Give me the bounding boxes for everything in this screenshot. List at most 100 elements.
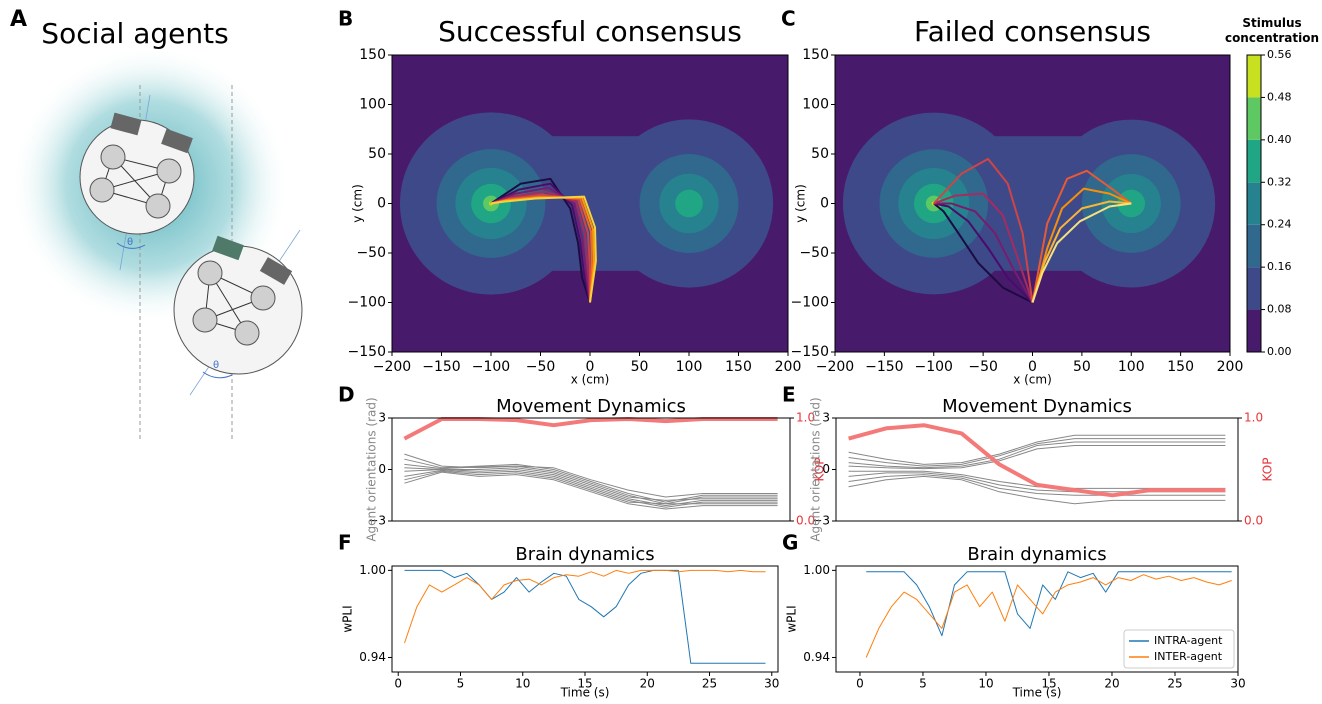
series-line xyxy=(404,469,778,508)
colorbar-tick-label: 0.32 xyxy=(1267,175,1292,188)
neurons xyxy=(89,144,182,219)
x-tick-label: −50 xyxy=(526,359,556,375)
angle-arc xyxy=(202,371,233,379)
plot-frame xyxy=(391,565,779,673)
y-tick-label: 0 xyxy=(820,196,829,212)
x-tick-label: 150 xyxy=(725,359,752,375)
field-contour xyxy=(675,189,703,218)
x-tick-label: 20 xyxy=(640,677,655,691)
x-tick-label: 20 xyxy=(1104,677,1119,691)
trajectory xyxy=(490,177,591,303)
panel-label: D xyxy=(338,383,355,407)
trajectory xyxy=(1031,187,1132,303)
series-line xyxy=(848,438,1226,467)
x-tick-label: 15 xyxy=(577,677,592,691)
series-line xyxy=(848,475,1226,505)
panel-title: Social agents xyxy=(41,17,228,50)
x-tick-label: −200 xyxy=(816,359,854,375)
colorbar-band xyxy=(1247,182,1261,225)
x-tick-label: 50 xyxy=(1073,359,1091,375)
x-tick-label: −150 xyxy=(865,359,903,375)
series-line xyxy=(848,474,1226,496)
x-tick-label: −200 xyxy=(373,359,411,375)
x-tick-label: −100 xyxy=(915,359,953,375)
y-tick-label: 50 xyxy=(368,146,386,162)
x-tick-label: −150 xyxy=(422,359,460,375)
legend-label: INTER-agent xyxy=(1154,650,1223,663)
y-tick-label: −50 xyxy=(356,245,386,261)
y2-axis-label: KOP xyxy=(813,458,827,482)
x-tick-label: 0 xyxy=(856,677,864,691)
y-tick-label: 50 xyxy=(811,146,829,162)
y-tick-label: 100 xyxy=(359,97,386,113)
series-line xyxy=(866,571,1232,637)
chart-title: Movement Dynamics xyxy=(496,396,686,417)
y-tick-label: −150 xyxy=(348,344,386,360)
agent-body xyxy=(173,245,303,375)
trajectory xyxy=(490,182,591,303)
y-axis-label: Agent orientations (rad) xyxy=(365,397,379,541)
series-line xyxy=(865,574,1232,658)
y2-tick-label: 1.0 xyxy=(796,411,815,425)
y2-tick-label: 0.0 xyxy=(796,514,815,528)
sensor xyxy=(259,257,293,285)
y-tick-label: 3 xyxy=(378,411,386,425)
plot-frame xyxy=(835,417,1239,522)
chart-title: Failed consensus xyxy=(914,15,1151,48)
colorbar-band xyxy=(1247,267,1261,310)
panel-label: F xyxy=(338,531,352,555)
colorbar-tick-label: 0.08 xyxy=(1267,303,1292,316)
trajectory xyxy=(1031,200,1132,303)
chart-title: Successful consensus xyxy=(438,15,742,48)
x-tick-label: 15 xyxy=(1041,677,1056,691)
plot-frame xyxy=(835,565,1239,673)
y-tick-label: 150 xyxy=(802,47,829,63)
trajectory xyxy=(490,190,591,303)
colorbar-band xyxy=(1247,139,1261,183)
angle-symbol: θ xyxy=(213,360,219,371)
chart-title: Movement Dynamics xyxy=(942,396,1132,417)
colorbar-band xyxy=(1247,97,1261,140)
colorbar-title: Stimulus concentration xyxy=(1224,16,1320,45)
series-line xyxy=(404,463,778,505)
series-line xyxy=(848,445,1226,470)
panel-label: C xyxy=(781,7,796,31)
y-tick-label: −100 xyxy=(348,295,386,311)
x-tick-label: 100 xyxy=(1118,359,1145,375)
trajectory xyxy=(1031,169,1132,303)
y-tick-label: 0.94 xyxy=(359,650,386,664)
x-axis-label: x (cm) xyxy=(1013,373,1052,387)
angle-arc xyxy=(116,242,146,249)
angle-symbol: θ xyxy=(127,237,133,248)
y2-axis-label: KOP xyxy=(1261,458,1275,482)
series-line xyxy=(848,434,1226,465)
trajectory xyxy=(490,195,597,303)
x-tick-label: 10 xyxy=(978,677,993,691)
series-line xyxy=(404,458,778,503)
x-tick-label: 50 xyxy=(631,359,649,375)
x-axis-label: x (cm) xyxy=(571,373,610,387)
x-tick-label: 150 xyxy=(1167,359,1194,375)
panel-label: A xyxy=(10,7,27,32)
colorbar-tick-label: 0.56 xyxy=(1267,48,1292,61)
x-axis-label: Time (s) xyxy=(560,686,610,700)
y-axis-label: Agent orientations (rad) xyxy=(809,397,823,541)
neurons xyxy=(192,260,276,346)
sensor xyxy=(212,235,244,261)
y-tick-label: −50 xyxy=(799,245,829,261)
x-tick-label: 30 xyxy=(1230,677,1245,691)
series-line xyxy=(404,469,778,507)
y-tick-label: 1.00 xyxy=(359,563,386,577)
x-tick-label: 25 xyxy=(1167,677,1182,691)
y2-tick-label: 1.0 xyxy=(1244,411,1263,425)
x-tick-label: −100 xyxy=(472,359,510,375)
series-line xyxy=(848,423,1226,498)
trajectory xyxy=(933,202,1033,304)
trajectory xyxy=(1031,202,1132,303)
series-line xyxy=(404,569,766,644)
y-tick-label: 150 xyxy=(359,47,386,63)
x-tick-label: 0 xyxy=(1028,359,1037,375)
series-line xyxy=(403,417,778,441)
